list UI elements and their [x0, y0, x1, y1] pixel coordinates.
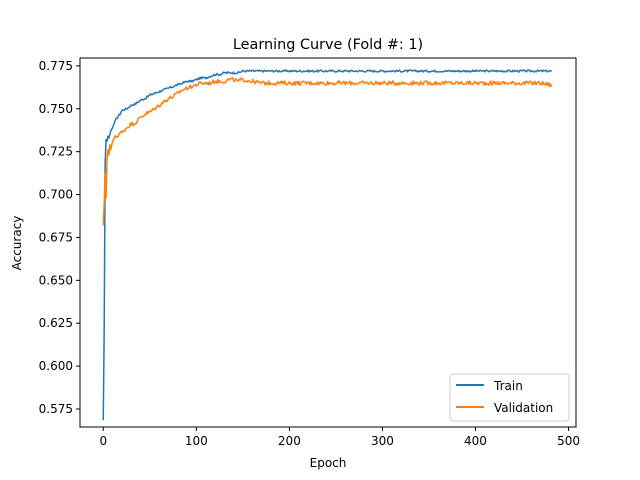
y-axis-label: Accuracy	[10, 216, 24, 271]
y-tick-label: 0.750	[39, 102, 73, 116]
x-tick-label: 300	[371, 434, 394, 448]
series-line-validation	[102, 76, 553, 226]
y-tick-label: 0.725	[39, 145, 73, 159]
x-tick-label: 400	[464, 434, 487, 448]
series-line-train	[102, 69, 552, 421]
y-tick-label: 0.575	[39, 402, 73, 416]
x-tick-label: 200	[278, 434, 301, 448]
plot-frame	[79, 57, 577, 428]
y-tick-label: 0.675	[39, 230, 73, 244]
legend: Train Validation	[449, 373, 570, 422]
y-tick-label: 0.650	[39, 273, 73, 287]
y-tick-label: 0.600	[39, 359, 73, 373]
x-tick-label: 0	[99, 434, 107, 448]
x-tick-label: 500	[557, 434, 580, 448]
y-tick-label: 0.775	[39, 59, 73, 73]
chart-title: Learning Curve (Fold #: 1)	[233, 37, 423, 53]
x-axis-label: Epoch	[310, 456, 347, 470]
legend-label-train: Train	[493, 379, 523, 393]
plot-area	[102, 69, 553, 421]
axes: 0 100 200 300 400 500 0.575 0.600 0.625 0.650 0.67…	[39, 59, 580, 448]
legend-label-validation: Validation	[494, 401, 553, 415]
x-tick-label: 100	[185, 434, 208, 448]
y-tick-label: 0.700	[39, 188, 73, 202]
y-tick-label: 0.625	[39, 316, 73, 330]
